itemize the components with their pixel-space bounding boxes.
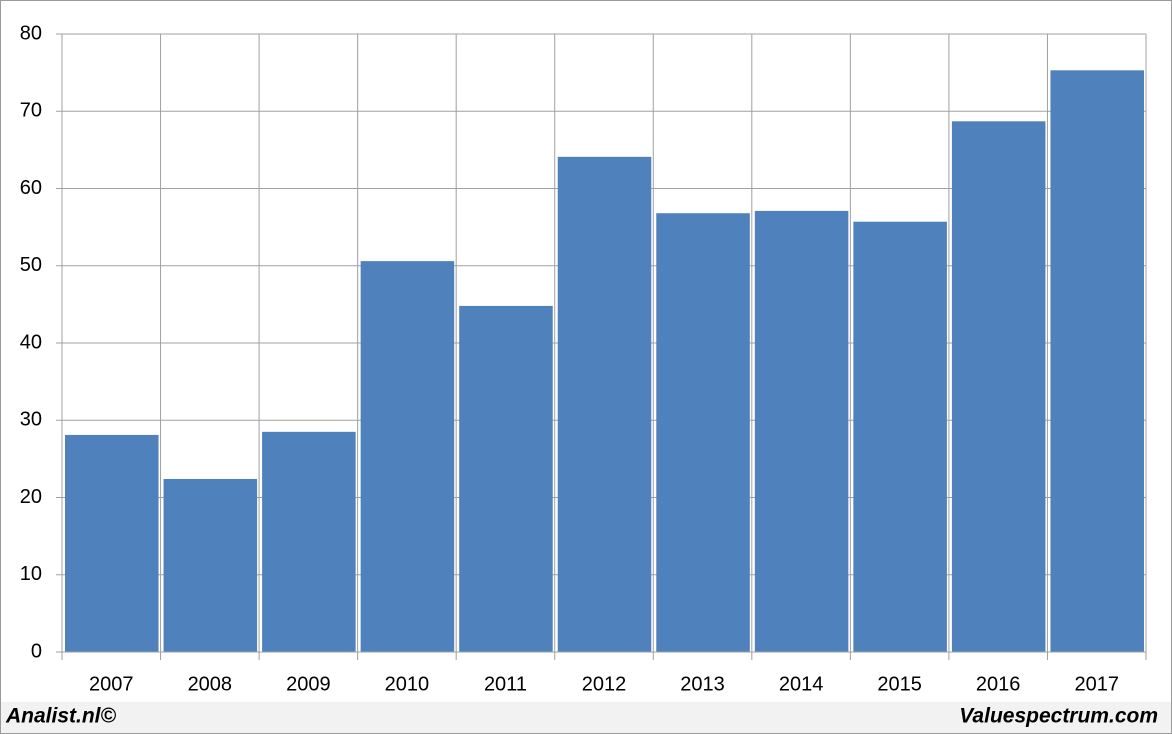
- x-tick-label: 2008: [188, 673, 233, 695]
- bar: [163, 478, 258, 652]
- bar: [1050, 70, 1144, 653]
- x-tick-label: 2015: [877, 673, 922, 695]
- y-tick-label: 10: [20, 563, 42, 585]
- y-tick-label: 80: [20, 22, 42, 44]
- bar: [262, 431, 356, 652]
- bar: [360, 261, 455, 652]
- x-tick-label: 2013: [680, 673, 725, 695]
- x-tick-label: 2016: [976, 673, 1021, 695]
- bar: [754, 210, 849, 652]
- bar: [65, 434, 159, 652]
- x-tick-label: 2012: [582, 673, 627, 695]
- bar: [951, 121, 1046, 653]
- y-tick-label: 30: [20, 409, 42, 431]
- x-tick-label: 2014: [779, 673, 824, 695]
- x-tick-label: 2011: [484, 673, 527, 695]
- footer-band: [1, 702, 1171, 733]
- x-tick-label: 2007: [89, 673, 134, 695]
- y-tick-label: 20: [20, 486, 42, 508]
- y-tick-label: 70: [20, 100, 42, 122]
- y-tick-label: 40: [20, 331, 42, 353]
- x-tick-label: 2009: [286, 673, 331, 695]
- x-tick-label: 2010: [385, 673, 430, 695]
- y-tick-label: 0: [31, 640, 42, 662]
- bar: [656, 213, 750, 652]
- x-tick-label: 2017: [1074, 673, 1119, 695]
- y-tick-label: 50: [20, 254, 42, 276]
- footer-right: Valuespectrum.com: [959, 705, 1158, 728]
- y-tick-label: 60: [20, 177, 42, 199]
- bar: [853, 221, 947, 652]
- footer-left: Analist.nl©: [5, 705, 117, 728]
- bar: [459, 305, 553, 652]
- bar: [557, 156, 652, 652]
